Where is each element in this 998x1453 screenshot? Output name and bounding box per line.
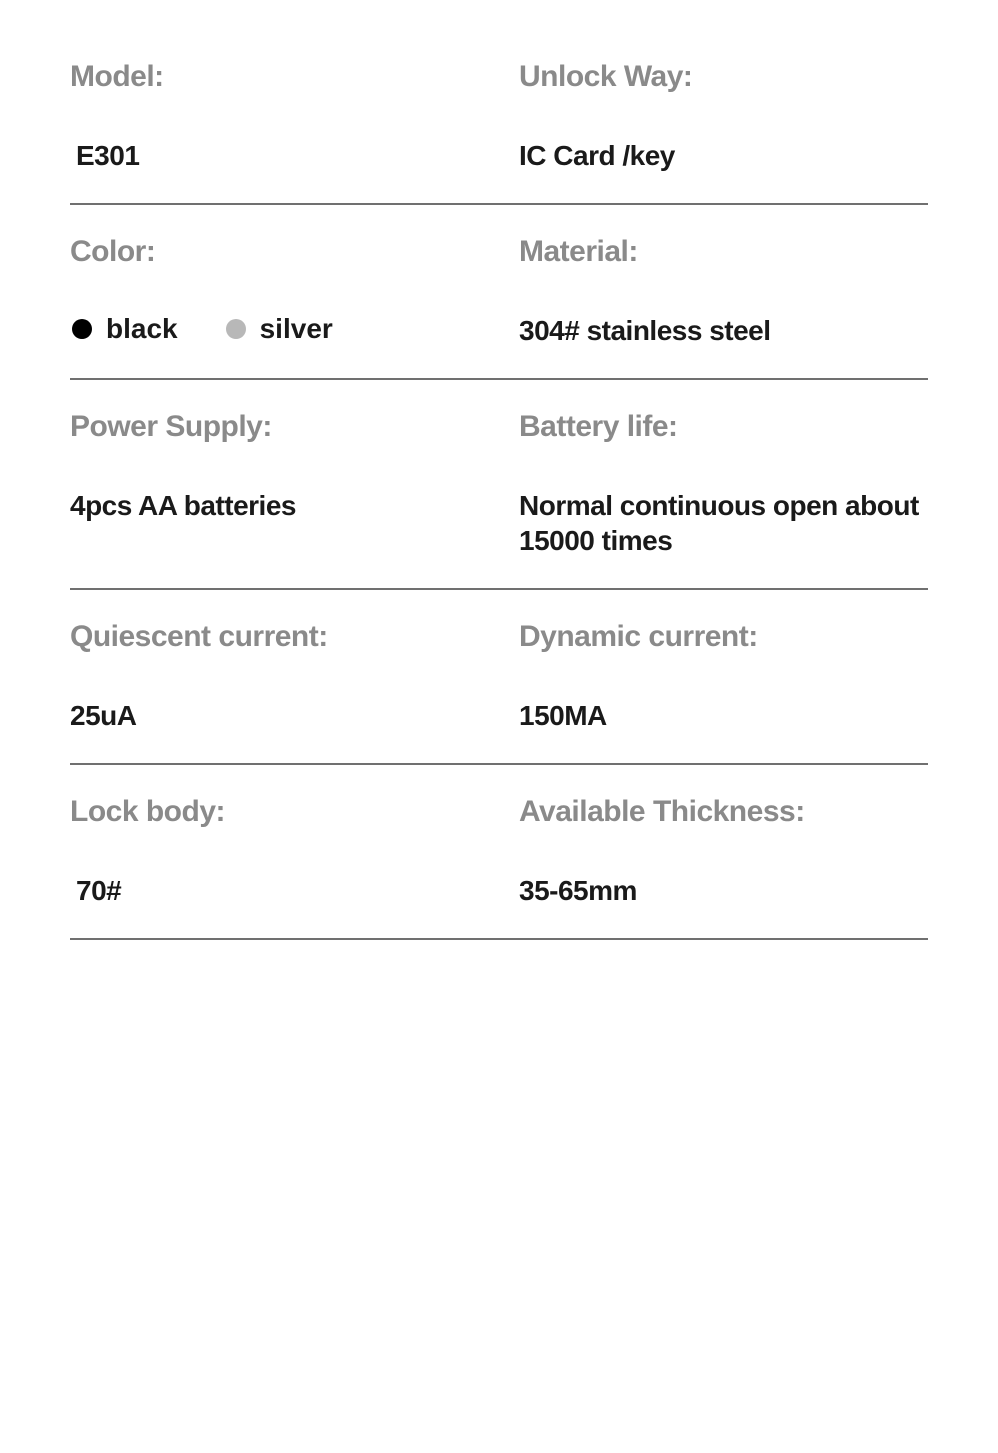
spec-cell-lock-body: Lock body: 70# <box>70 795 499 908</box>
spec-label: Dynamic current: <box>519 620 928 654</box>
dot-icon <box>226 319 246 339</box>
spec-value: 25uA <box>70 698 479 733</box>
spec-label: Material: <box>519 235 928 269</box>
spec-cell-color: Color: black silver <box>70 235 499 348</box>
spec-cell-available-thickness: Available Thickness: 35-65mm <box>499 795 928 908</box>
spec-sheet: Model: E301 Unlock Way: IC Card /key Col… <box>0 0 998 980</box>
spec-label: Model: <box>70 60 479 94</box>
spec-label: Unlock Way: <box>519 60 928 94</box>
dot-icon <box>72 319 92 339</box>
spec-label: Lock body: <box>70 795 479 829</box>
swatch-silver: silver <box>226 313 333 345</box>
spec-label: Color: <box>70 235 479 269</box>
spec-value: 35-65mm <box>519 873 928 908</box>
spec-value: E301 <box>70 138 479 173</box>
color-swatches: black silver <box>70 313 479 345</box>
spec-row: Lock body: 70# Available Thickness: 35-6… <box>70 765 928 940</box>
spec-label: Battery life: <box>519 410 928 444</box>
swatch-black: black <box>72 313 178 345</box>
spec-cell-unlock-way: Unlock Way: IC Card /key <box>499 60 928 173</box>
spec-cell-material: Material: 304# stainless steel <box>499 235 928 348</box>
spec-row: Power Supply: 4pcs AA batteries Battery … <box>70 380 928 590</box>
spec-cell-battery-life: Battery life: Normal continuous open abo… <box>499 410 928 558</box>
spec-cell-model: Model: E301 <box>70 60 499 173</box>
spec-label: Power Supply: <box>70 410 479 444</box>
swatch-label: black <box>106 313 178 345</box>
spec-row: Color: black silver Material: 304# stain… <box>70 205 928 380</box>
spec-value: IC Card /key <box>519 138 928 173</box>
spec-value: Normal continuous open about 15000 times <box>519 488 928 558</box>
spec-row: Model: E301 Unlock Way: IC Card /key <box>70 30 928 205</box>
spec-label: Available Thickness: <box>519 795 928 829</box>
spec-value: 150MA <box>519 698 928 733</box>
spec-value: 4pcs AA batteries <box>70 488 479 523</box>
spec-cell-power-supply: Power Supply: 4pcs AA batteries <box>70 410 499 558</box>
spec-value: 304# stainless steel <box>519 313 928 348</box>
spec-cell-quiescent-current: Quiescent current: 25uA <box>70 620 499 733</box>
swatch-label: silver <box>260 313 333 345</box>
spec-cell-dynamic-current: Dynamic current: 150MA <box>499 620 928 733</box>
spec-label: Quiescent current: <box>70 620 479 654</box>
spec-row: Quiescent current: 25uA Dynamic current:… <box>70 590 928 765</box>
spec-value: 70# <box>70 873 479 908</box>
